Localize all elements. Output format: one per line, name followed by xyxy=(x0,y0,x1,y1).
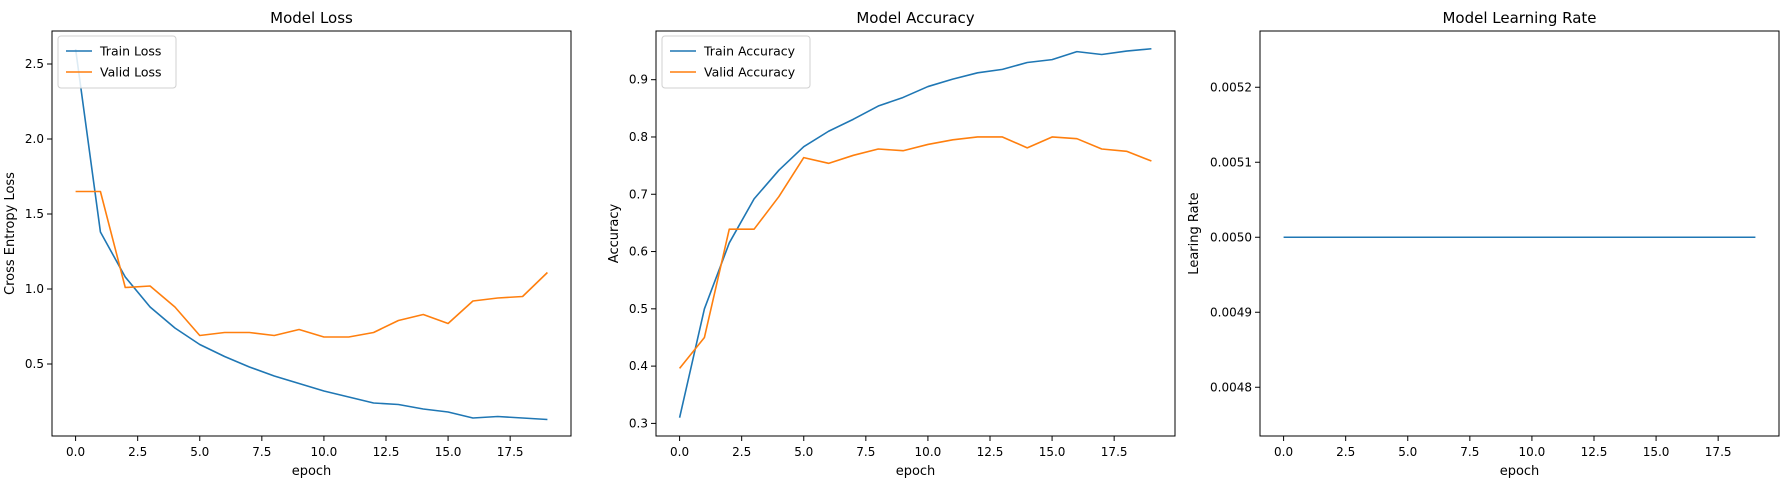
y-tick-label: 0.5 xyxy=(25,357,44,371)
series-line-2 xyxy=(678,136,1152,369)
legend-box xyxy=(661,35,811,89)
series-line-2 xyxy=(75,190,548,338)
legend-label: Valid Loss xyxy=(100,65,162,80)
x-tick-label: 2.5 xyxy=(732,445,751,459)
legend-box xyxy=(57,35,177,89)
y-tick-label: 0.8 xyxy=(629,130,648,144)
y-tick-label: 0.0050 xyxy=(1210,230,1252,244)
x-axis-label: epoch xyxy=(896,464,936,479)
x-tick-label: 10.0 xyxy=(1519,445,1546,459)
x-tick-label: 12.5 xyxy=(373,445,400,459)
x-tick-label: 12.5 xyxy=(977,445,1004,459)
x-tick-label: 17.5 xyxy=(497,445,524,459)
x-tick-label: 2.5 xyxy=(1336,445,1355,459)
chart-panel-2: Model Accuracy 0.0 2.5 5.0 7.5 10.0 12.5 15.0 17… xyxy=(607,9,1176,479)
y-tick-label: 0.3 xyxy=(629,416,648,430)
x-tick-label: 0.0 xyxy=(1274,445,1293,459)
series-line-1 xyxy=(74,48,548,421)
legend: Train Accuracy Valid Accuracy xyxy=(661,35,811,89)
y-tick-label: 0.0049 xyxy=(1210,305,1252,319)
x-tick-label: 15.0 xyxy=(1039,445,1066,459)
chart-panel-1: Model Loss 0.0 2.5 5.0 7.5 10.0 12.5 15.0 17.5 0.… xyxy=(3,9,572,479)
y-tick-label: 0.6 xyxy=(629,245,648,259)
y-axis-label: Cross Entropy Loss xyxy=(3,172,18,295)
x-axis-label: epoch xyxy=(292,464,332,479)
x-tick-label: 7.5 xyxy=(1460,445,1479,459)
chart-panel-3: Model Learning Rate 0.0 2.5 5.0 7.5 10.0 12.5 1… xyxy=(1187,9,1780,479)
x-tick-label: 5.0 xyxy=(1398,445,1417,459)
plot-frame xyxy=(1259,30,1780,437)
series-line-1 xyxy=(678,47,1152,418)
x-tick-label: 10.0 xyxy=(311,445,338,459)
chart-title: Model Learning Rate xyxy=(1442,9,1596,27)
x-tick-label: 10.0 xyxy=(915,445,942,459)
x-tick-label: 2.5 xyxy=(128,445,147,459)
legend: Train Loss Valid Loss xyxy=(57,35,177,89)
plot-frame xyxy=(51,30,572,437)
chart-title: Model Accuracy xyxy=(856,9,974,27)
x-tick-label: 17.5 xyxy=(1101,445,1128,459)
x-tick-label: 15.0 xyxy=(1643,445,1670,459)
y-tick-label: 0.0052 xyxy=(1210,80,1252,94)
y-tick-label: 2.0 xyxy=(25,132,44,146)
x-tick-label: 12.5 xyxy=(1581,445,1608,459)
plot-frame xyxy=(655,30,1176,437)
x-tick-label: 5.0 xyxy=(190,445,209,459)
x-tick-label: 5.0 xyxy=(794,445,813,459)
legend-label: Train Loss xyxy=(99,44,161,59)
y-tick-label: 2.5 xyxy=(25,57,44,71)
y-tick-label: 0.0048 xyxy=(1210,380,1252,394)
y-tick-label: 0.5 xyxy=(629,302,648,316)
x-tick-label: 17.5 xyxy=(1705,445,1732,459)
y-tick-label: 0.4 xyxy=(629,359,648,373)
legend-label: Train Accuracy xyxy=(703,44,796,59)
x-tick-label: 15.0 xyxy=(435,445,462,459)
x-axis-label: epoch xyxy=(1500,464,1540,479)
y-tick-label: 0.7 xyxy=(629,187,648,201)
y-tick-label: 1.5 xyxy=(25,207,44,221)
y-axis-label: Accuracy xyxy=(607,204,622,264)
legend-label: Valid Accuracy xyxy=(704,65,796,80)
x-tick-label: 7.5 xyxy=(252,445,271,459)
y-tick-label: 0.0051 xyxy=(1210,155,1252,169)
y-tick-label: 1.0 xyxy=(25,282,44,296)
chart-title: Model Loss xyxy=(270,9,353,27)
y-axis-label: Learing Rate xyxy=(1187,192,1202,274)
x-tick-label: 0.0 xyxy=(670,445,689,459)
x-tick-label: 7.5 xyxy=(856,445,875,459)
y-tick-label: 0.9 xyxy=(629,73,648,87)
x-tick-label: 0.0 xyxy=(66,445,85,459)
